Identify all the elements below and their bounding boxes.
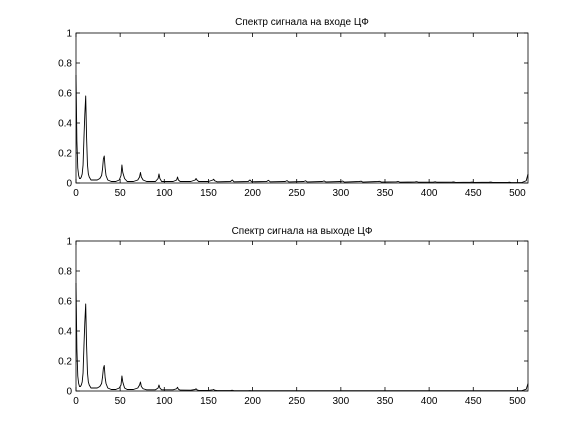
top-y-tick-label: 0.2 <box>58 149 72 160</box>
bottom-x-tick-label: 500 <box>509 396 526 407</box>
top-spectrum-panel: Спектр сигнала на входе ЦФ 0 50 100 150 200 2… <box>58 17 529 199</box>
bottom-y-tick-label: 0.2 <box>58 357 72 368</box>
top-x-tick-label: 250 <box>288 188 305 199</box>
bottom-y-tick-label: 0.6 <box>58 297 72 308</box>
top-x-tick-label: 50 <box>115 188 127 199</box>
bottom-y-tick-label: 0.8 <box>58 267 72 278</box>
bottom-x-tick-label: 100 <box>156 396 173 407</box>
bottom-x-tick-label: 200 <box>244 396 261 407</box>
bottom-x-tick-label: 300 <box>333 396 350 407</box>
bottom-spectrum-line <box>75 282 529 392</box>
top-x-tick-label: 150 <box>200 188 217 199</box>
top-x-tick-label: 300 <box>333 188 350 199</box>
bottom-plot-frame <box>75 240 529 392</box>
bottom-x-tick-label: 450 <box>465 396 482 407</box>
bottom-x-tick-label: 350 <box>377 396 394 407</box>
bottom-x-tick-label: 0 <box>73 396 79 407</box>
bottom-y-tick-label: 0 <box>66 387 72 398</box>
bottom-y-tick-label: 1 <box>66 237 72 248</box>
bottom-x-tick-label: 50 <box>115 396 127 407</box>
top-y-tick-label: 0.6 <box>58 89 72 100</box>
top-x-tick-label: 450 <box>465 188 482 199</box>
bottom-spectrum-panel: Спектр сигнала на выходе ЦФ 0 50 100 150 200… <box>58 226 529 407</box>
top-y-tick-label: 0 <box>66 179 72 190</box>
top-y-tick-label: 0.4 <box>58 119 72 130</box>
top-x-tick-label: 500 <box>509 188 526 199</box>
top-y-tick-label: 0.8 <box>58 59 72 70</box>
top-x-tick-label: 400 <box>421 188 438 199</box>
bottom-x-tick-label: 250 <box>288 396 305 407</box>
bottom-x-tick-label: 400 <box>421 396 438 407</box>
top-plot-frame <box>75 32 529 184</box>
top-chart-title: Спектр сигнала на входе ЦФ <box>235 17 369 28</box>
top-x-tick-label: 100 <box>156 188 173 199</box>
bottom-chart-title: Спектр сигнала на выходе ЦФ <box>232 226 373 237</box>
bottom-y-tick-label: 0.4 <box>58 327 72 338</box>
top-y-tick-label: 1 <box>66 29 72 40</box>
top-x-tick-label: 200 <box>244 188 261 199</box>
top-x-tick-label: 350 <box>377 188 394 199</box>
top-spectrum-line <box>75 74 529 184</box>
bottom-x-tick-label: 150 <box>200 396 217 407</box>
top-x-tick-label: 0 <box>73 188 79 199</box>
